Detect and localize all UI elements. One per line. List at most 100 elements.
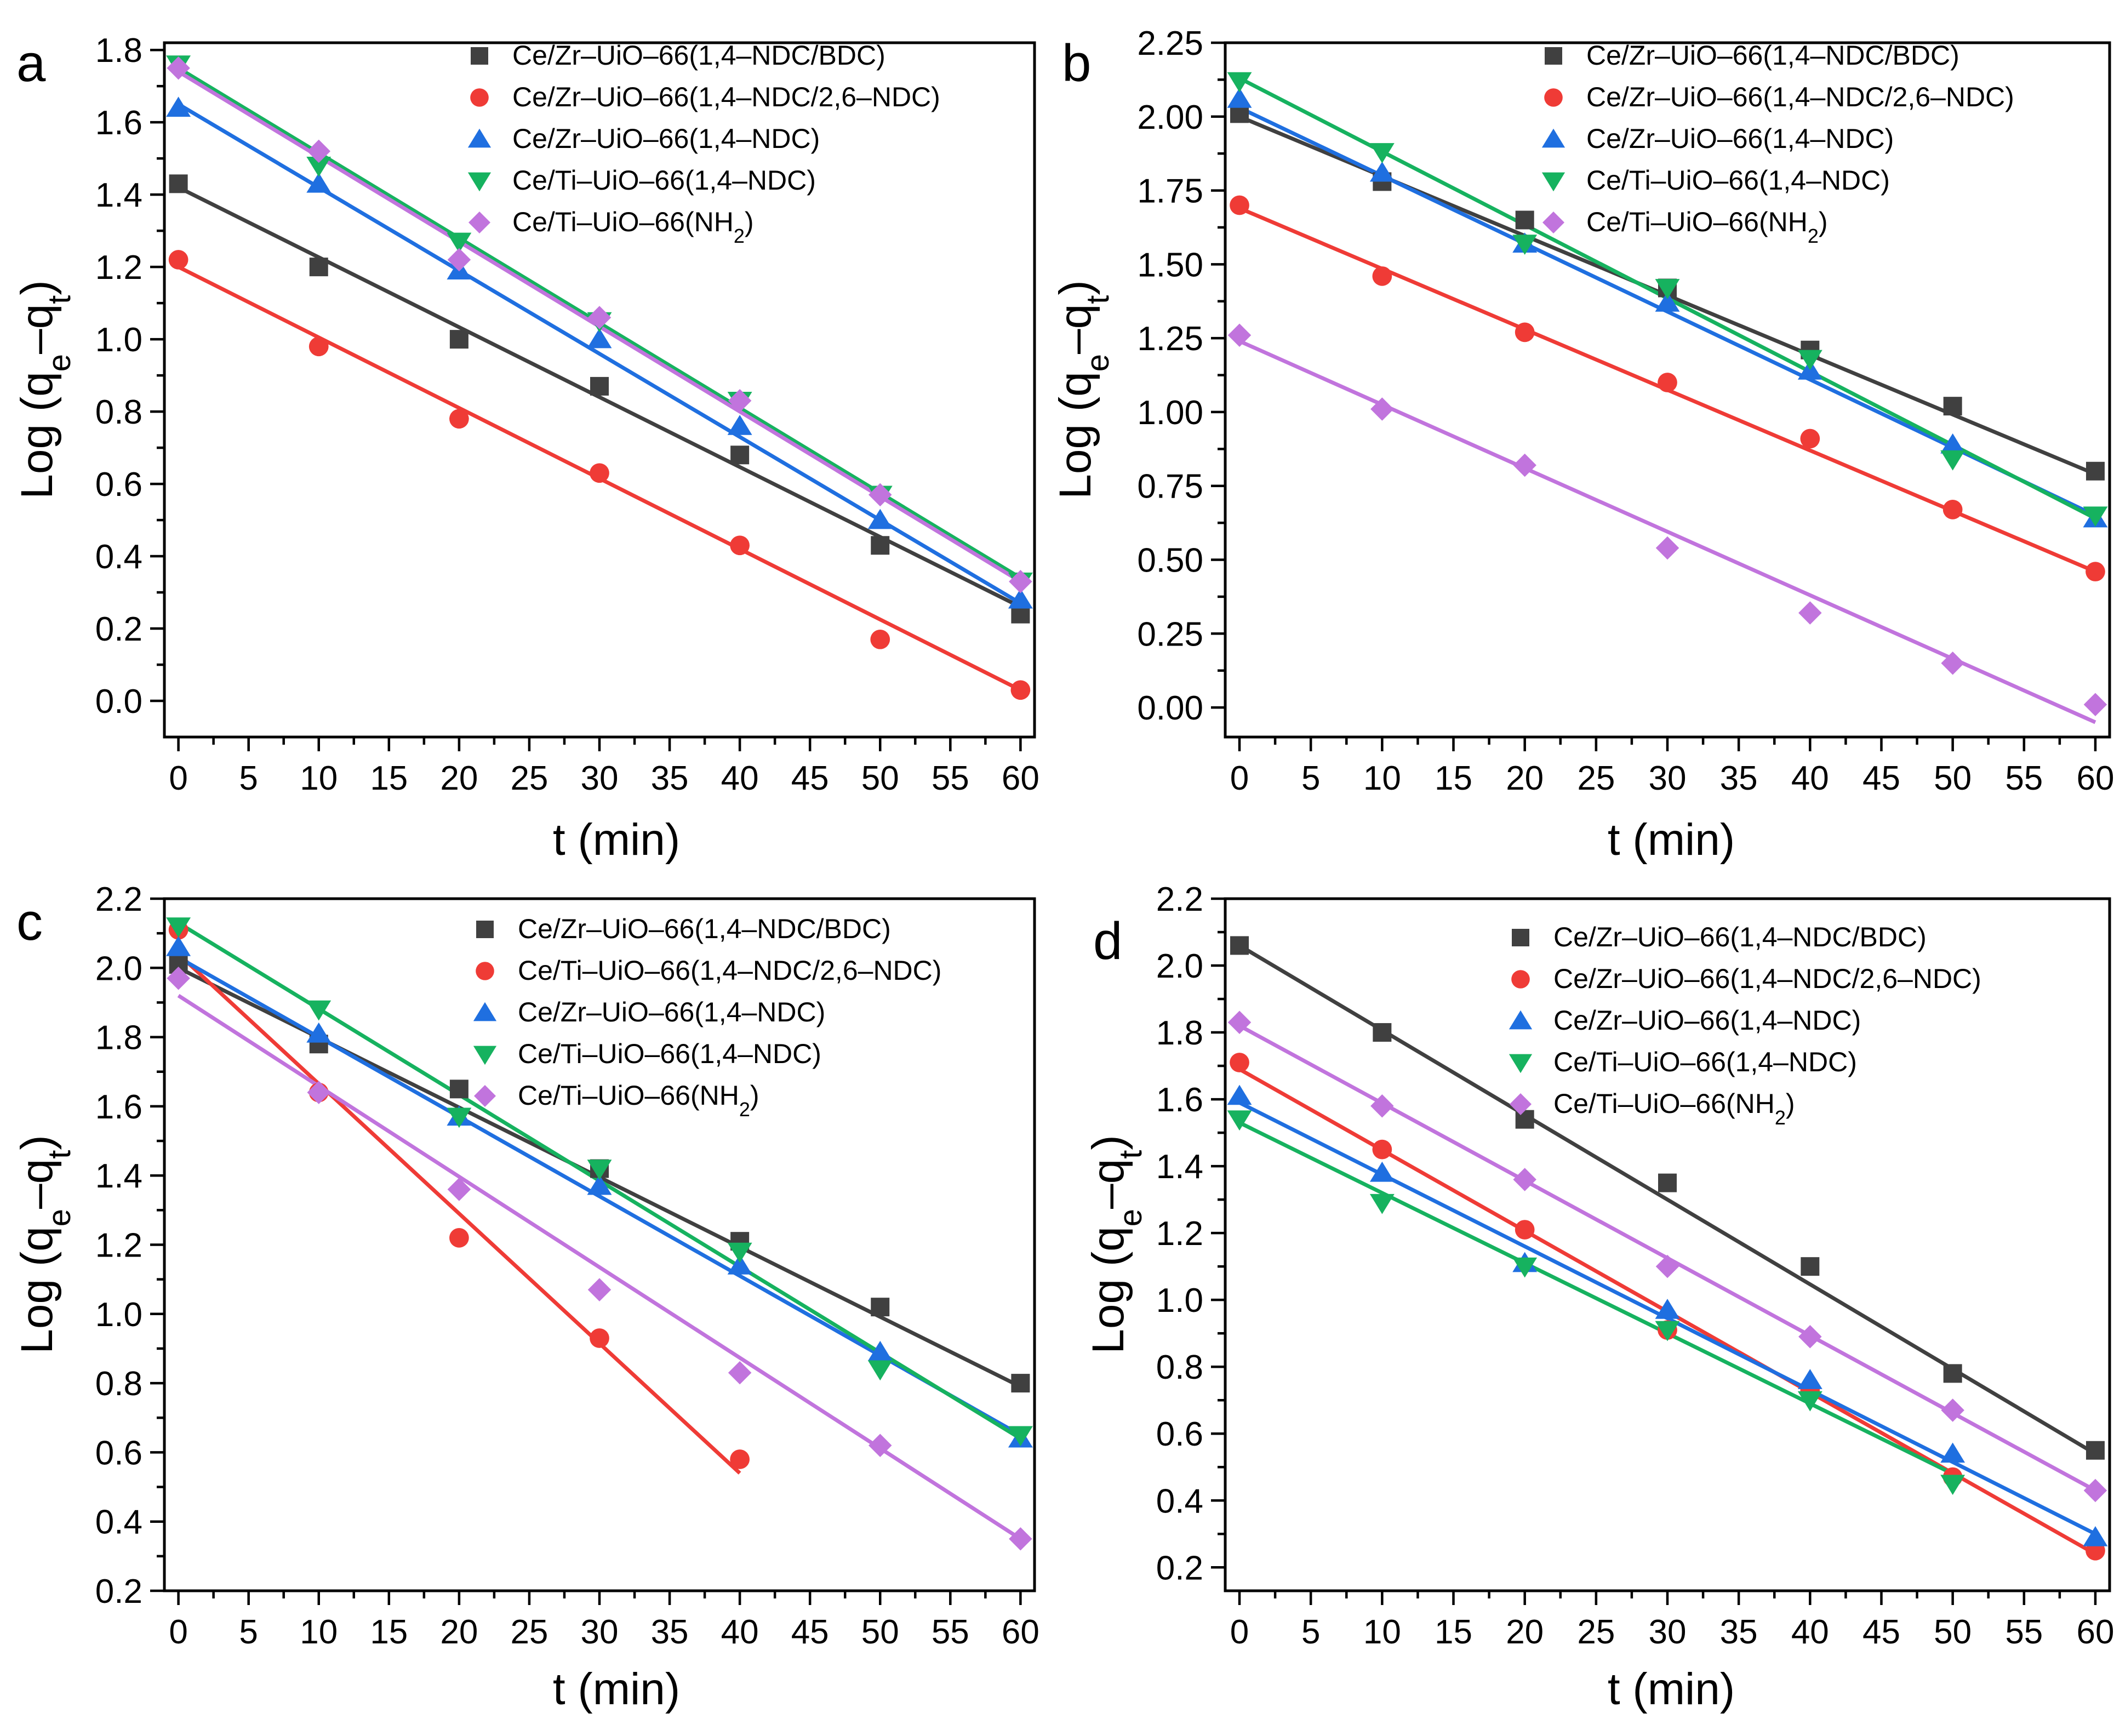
x-tick-label: 35 (1720, 1613, 1758, 1651)
x-axis-title: t (min) (553, 815, 680, 865)
x-tick-label: 60 (2076, 760, 2114, 797)
y-tick-label: 2.0 (95, 950, 142, 987)
legend-label: Ce/Ti–UiO–66(1,4–NDC) (518, 1038, 821, 1069)
data-point (1655, 536, 1679, 560)
legend-label: Ce/Zr–UiO–66(1,4–NDC/BDC) (1586, 40, 1959, 71)
y-tick-label: 1.25 (1137, 320, 1203, 358)
data-point (1369, 143, 1395, 163)
panel-letter: d (1093, 912, 1122, 970)
data-point (449, 1228, 469, 1248)
data-point (1940, 1442, 1966, 1463)
y-tick-label: 1.2 (95, 249, 142, 287)
data-point (166, 936, 191, 956)
x-axis-title: t (min) (553, 1664, 680, 1714)
legend-label: Ce/Zr–UiO–66(1,4–NDC) (518, 997, 825, 1027)
y-tick-label: 1.8 (95, 32, 142, 70)
x-tick-label: 25 (510, 1613, 548, 1651)
y-axis-title: Log (qe–qt) (12, 280, 77, 499)
data-point (166, 917, 191, 938)
y-tick-label: 1.0 (95, 1296, 142, 1334)
data-point (1009, 569, 1032, 593)
x-tick-label: 5 (1301, 760, 1320, 797)
x-tick-label: 15 (1435, 760, 1472, 797)
y-tick-label: 0.6 (95, 466, 142, 504)
data-point (2086, 461, 2105, 481)
data-point (306, 172, 332, 193)
y-tick-label: 1.4 (95, 1157, 142, 1195)
legend-marker (1512, 929, 1529, 946)
y-tick-label: 0.6 (95, 1434, 142, 1472)
data-point (1512, 1257, 1538, 1278)
y-tick-label: 0.2 (95, 1573, 142, 1611)
x-tick-label: 35 (651, 760, 689, 797)
data-point (587, 1278, 612, 1301)
legend-label: Ce/Ti–UiO–66(NH2) (1586, 207, 1828, 247)
data-point (1655, 1299, 1680, 1319)
y-tick-label: 1.2 (95, 1227, 142, 1265)
y-tick-label: 2.25 (1137, 25, 1203, 62)
y-tick-label: 2.00 (1137, 99, 1203, 136)
legend-marker (471, 47, 488, 65)
data-point (1010, 680, 1031, 700)
data-point (1940, 433, 1966, 454)
y-axis-title: Log (qe–qt) (12, 1135, 77, 1354)
data-point (1372, 1139, 1392, 1160)
x-tick-label: 20 (1506, 1613, 1544, 1651)
x-tick-label: 45 (1862, 1613, 1900, 1651)
legend-label: Ce/Zr–UiO–66(1,4–NDC) (1586, 123, 1894, 154)
legend: Ce/Zr–UiO–66(1,4–NDC/BDC) Ce/Zr–UiO–66(1,… (1541, 40, 2014, 247)
data-point (1942, 500, 1963, 519)
y-tick-label: 1.4 (95, 176, 142, 214)
data-point (1515, 322, 1535, 342)
legend-label: Ce/Zr–UiO–66(1,4–NDC/2,6–NDC) (1553, 963, 1981, 994)
legend: Ce/Zr–UiO–66(1,4–NDC/BDC) Ce/Zr–UiO–66(1,… (467, 40, 940, 247)
y-tick-label: 0.2 (95, 610, 142, 648)
x-tick-label: 10 (1363, 1613, 1401, 1651)
legend-marker (1510, 1093, 1532, 1115)
data-point (168, 250, 188, 270)
legend-marker (467, 128, 492, 148)
data-point (728, 1361, 752, 1385)
y-tick-label: 1.6 (1156, 1081, 1203, 1119)
data-point (1797, 350, 1822, 370)
data-point (1011, 1374, 1030, 1393)
legend-marker (1545, 47, 1562, 65)
data-point (727, 415, 752, 435)
x-tick-label: 25 (1577, 1613, 1615, 1651)
legend-marker (470, 88, 489, 107)
x-tick-label: 35 (651, 1613, 689, 1651)
data-point (1943, 1364, 1962, 1383)
y-tick-label: 0.50 (1137, 542, 1203, 580)
x-tick-label: 55 (932, 1613, 969, 1651)
data-point (1227, 1084, 1252, 1105)
y-tick-label: 0.75 (1137, 468, 1203, 506)
data-point (1655, 1254, 1679, 1278)
y-tick-label: 0.0 (95, 683, 142, 721)
x-tick-label: 50 (861, 760, 899, 797)
x-tick-label: 0 (169, 1613, 187, 1651)
x-tick-label: 50 (861, 1613, 899, 1651)
data-point (590, 376, 609, 396)
data-point (869, 1434, 892, 1458)
legend-marker (1511, 970, 1530, 989)
x-tick-label: 0 (169, 760, 187, 797)
x-tick-label: 15 (1435, 1613, 1472, 1651)
panel-letter: b (1062, 34, 1091, 93)
data-point (2086, 1441, 2105, 1460)
data-point (1658, 373, 1677, 392)
y-axis-title: Log (qe–qt) (1083, 1135, 1149, 1354)
x-tick-label: 55 (2005, 760, 2043, 797)
x-tick-label: 10 (300, 760, 338, 797)
x-tick-label: 45 (791, 1613, 829, 1651)
x-tick-label: 0 (1230, 1613, 1249, 1651)
y-tick-label: 0.25 (1137, 615, 1203, 653)
y-tick-label: 0.8 (95, 393, 142, 431)
y-tick-label: 1.00 (1137, 394, 1203, 432)
x-tick-label: 30 (1649, 1613, 1687, 1651)
x-tick-label: 15 (370, 1613, 408, 1651)
legend-marker (1541, 172, 1565, 192)
legend-label: Ce/Ti–UiO–66(NH2) (512, 207, 754, 247)
data-point (1800, 429, 1820, 449)
data-point (2083, 1478, 2107, 1503)
legend-marker (473, 1002, 497, 1021)
